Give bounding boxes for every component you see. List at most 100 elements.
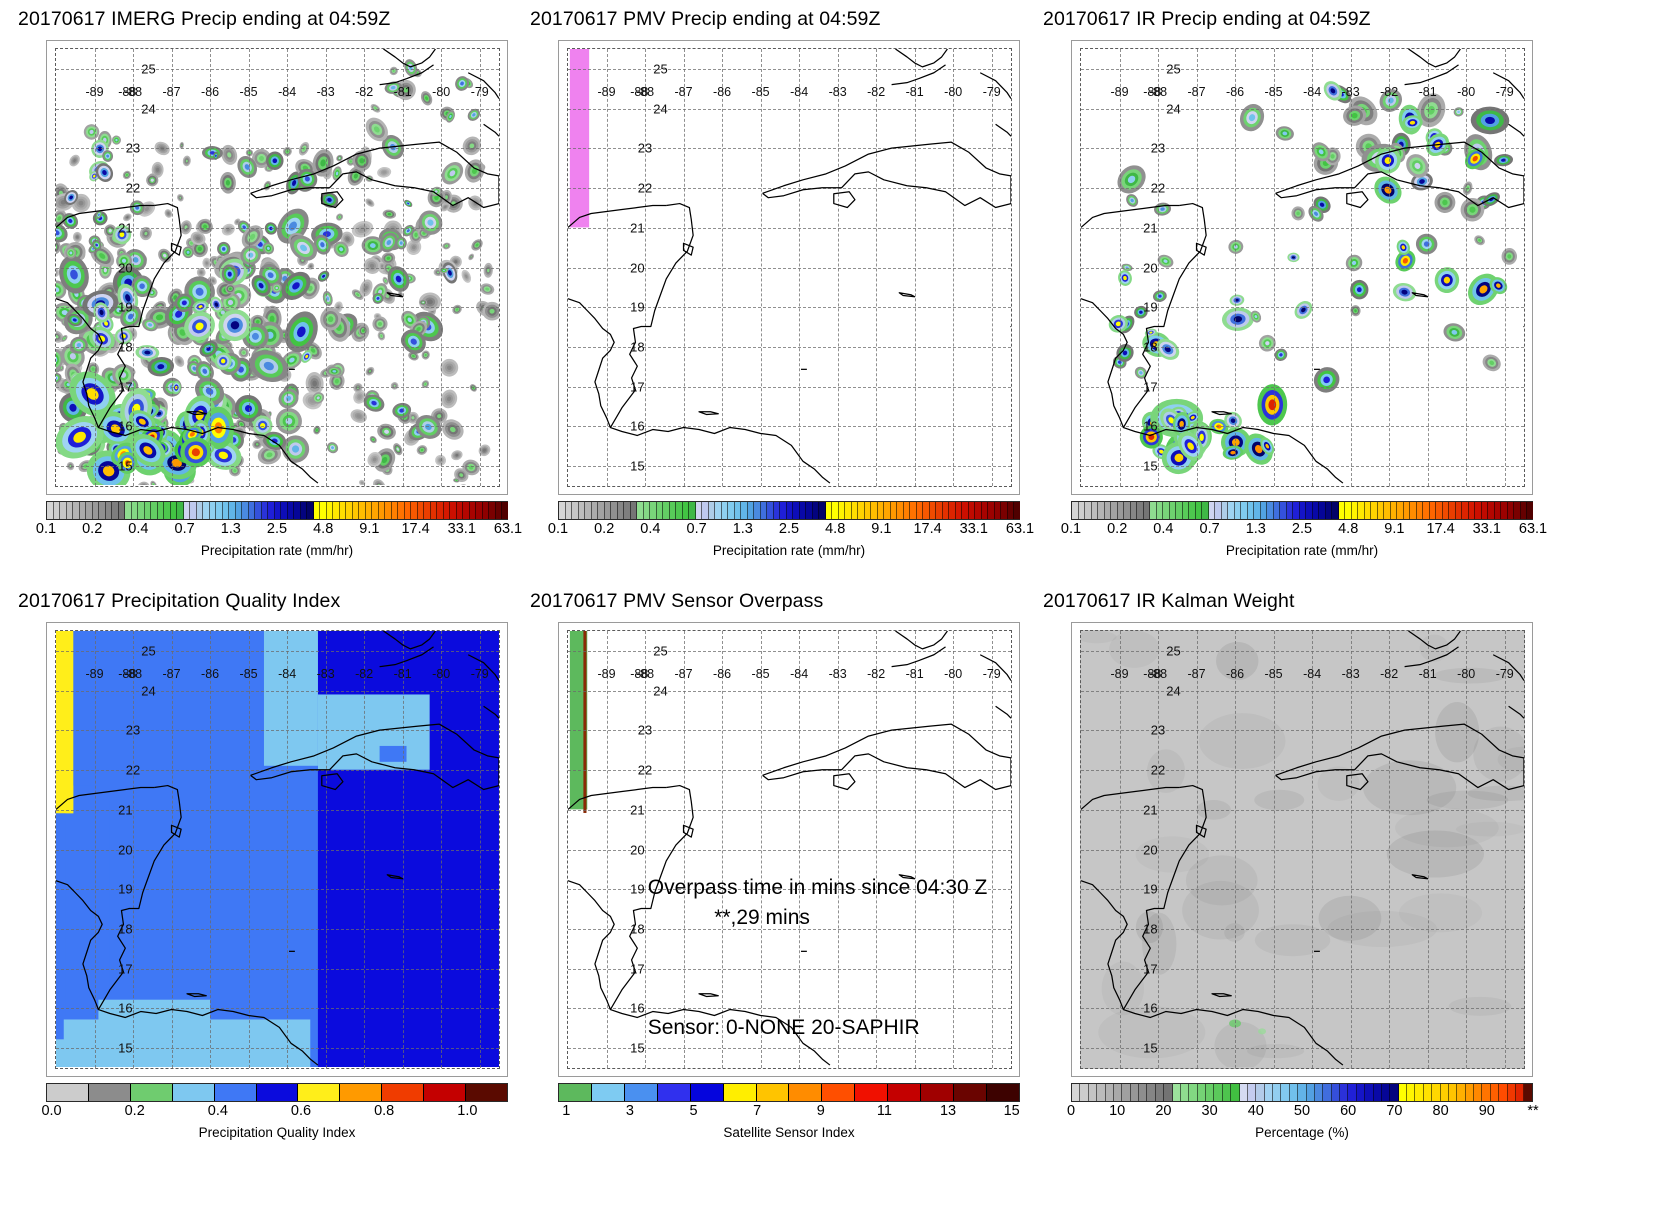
colorbar-swatch [242,502,249,519]
colorbar-swatch [391,502,398,519]
colorbar-swatch [1455,502,1462,519]
colorbar-swatch [903,502,910,519]
colorbar-swatch [923,502,930,519]
lat-label: 21 [118,220,133,236]
colorbar-tick-label: 7 [753,1103,762,1119]
lat-label: 25 [653,61,668,77]
colorbar-swatch [559,1084,592,1101]
map-canvas[interactable]: -89 -88 -87 -86 -85 -84 -83 -82 -81 -80 -79 -88 25 24… [567,48,1012,487]
colorbar-swatch [86,502,93,519]
colorbar-swatch [203,502,210,519]
colorbar-swatch [1423,502,1430,519]
lon-label: -84 [1303,667,1322,682]
lon-label: -83 [828,85,847,100]
colorbar-swatch [1113,1084,1123,1101]
colorbar-swatch [754,502,761,519]
colorbar-swatch [1097,1084,1106,1101]
colorbar-swatch [877,502,884,519]
overlay-text-0: Overpass time in mins since 04:30 Z [647,875,988,899]
colorbar-swatch [1001,502,1008,519]
colorbar-swatch [144,502,151,519]
colorbar-swatch [929,502,936,519]
colorbar-swatch [382,1084,425,1101]
colorbar-swatch [1397,502,1404,519]
colorbar-swatch [1462,502,1469,519]
colorbar-swatch [565,502,572,519]
lon-label: -87 [674,85,693,100]
lon-label: -82 [355,85,374,100]
colorbar-swatch [404,502,411,519]
colorbar-swatch [851,502,858,519]
lat-label: 24 [141,683,156,699]
lat-label: 17 [630,961,645,977]
colorbar-title: Precipitation rate (mm/hr) [200,543,354,558]
lat-label: 24 [653,683,668,699]
colorbar-swatch [1085,502,1092,519]
colorbar-tick-label: 10 [1109,1103,1126,1119]
lon-label: -80 [944,85,963,100]
colorbar-swatch [1351,502,1358,519]
colorbar-tick-label: 0.2 [1107,521,1128,537]
lat-label: 16 [118,1000,133,1016]
colorbar-swatch [910,502,917,519]
map-canvas[interactable]: -89 -88 -87 -86 -85 -84 -83 -82 -81 -80 -79 -88 25 24… [55,48,500,487]
colorbar-swatch [1384,502,1391,519]
colorbar-swatch [1377,502,1384,519]
colorbar-swatch [340,1084,383,1101]
lon-label: -84 [278,667,297,682]
colorbar-tick-label: 40 [1247,1103,1264,1119]
colorbar-swatch [1155,1084,1165,1101]
lon-label: -79 [982,85,1001,100]
colorbar-swatch [1214,1084,1223,1101]
colorbar-swatch [1202,502,1209,519]
lat-label: 23 [1150,140,1166,156]
map-canvas[interactable]: -89 -88 -87 -86 -85 -84 -83 -82 -81 -80 -79 -88 25 24… [567,630,1012,1069]
colorbar-swatch [1139,1084,1148,1101]
lat-label: 23 [637,140,653,156]
colorbar-tick-label: 80 [1432,1103,1449,1119]
colorbar-swatch [1299,502,1306,519]
lon-label: -85 [1264,667,1283,682]
colorbar-swatch [466,1084,507,1101]
lat-label: 16 [1143,418,1158,434]
colorbar-tick-label: 13 [939,1103,957,1119]
lat-label: 18 [1143,921,1158,937]
map-canvas[interactable]: -89 -88 -87 -86 -85 -84 -83 -82 -81 -80 -79 -88 25 24… [1080,630,1525,1069]
lat-label: 17 [630,379,645,395]
colorbar-swatch [1254,502,1261,519]
colorbar-swatch [177,502,184,519]
lon-label: -82 [355,667,374,682]
colorbar-swatch [962,502,969,519]
colorbar-swatch [954,1084,987,1101]
colorbar-swatch [424,502,431,519]
map-canvas[interactable]: -89 -88 -87 -86 -85 -84 -83 -82 -81 -80 -79 -88 25 24… [1080,48,1525,487]
colorbar-swatch [1150,502,1157,519]
colorbar-swatch [916,502,923,519]
lon-label: -83 [316,667,335,682]
colorbar-tick-label: 4.8 [825,521,846,537]
colorbar-swatch [832,502,839,519]
pmv-swath [569,49,590,228]
lon-label: -79 [982,667,1001,682]
colorbar-swatch [1117,502,1124,519]
lon-label-overlap: -88 [118,667,137,682]
colorbar-swatch [138,502,145,519]
colorbar-swatch [47,1084,89,1101]
colorbar-swatch [1247,502,1254,519]
colorbar-swatch [131,502,138,519]
lat-label: 25 [653,643,668,659]
colorbar-swatch [858,502,865,519]
colorbar-swatch [1014,502,1020,519]
colorbar-swatch [1206,1084,1215,1101]
colorbar-swatch [1164,1084,1173,1101]
lon-label: -80 [1457,85,1476,100]
lat-label: 18 [118,339,133,355]
colorbar-swatch [437,502,444,519]
colorbar-swatch [1481,502,1488,519]
colorbar-swatch [92,502,99,519]
map-canvas[interactable]: -89 -88 -87 -86 -85 -84 -83 -82 -81 -80 -79 -88 25 24… [55,630,500,1069]
colorbar-swatch [1527,502,1533,519]
colorbar-swatch [936,502,943,519]
colorbar-tick-label: 9.1 [871,521,892,537]
colorbar-tick-label: 70 [1386,1103,1403,1119]
